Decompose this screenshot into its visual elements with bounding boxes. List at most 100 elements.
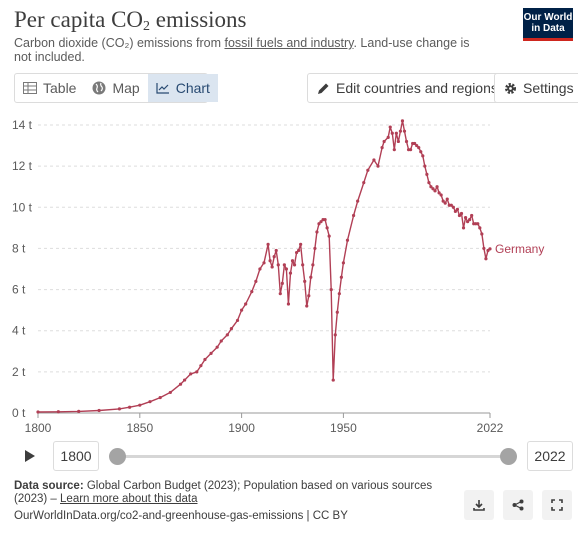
start-year-box[interactable]: 1800 xyxy=(53,441,99,471)
data-point xyxy=(356,199,360,203)
data-point xyxy=(335,310,339,314)
data-point xyxy=(266,242,270,246)
data-point xyxy=(254,279,258,283)
data-point xyxy=(445,197,449,201)
data-point xyxy=(392,148,396,152)
data-point xyxy=(77,409,81,413)
data-point xyxy=(398,129,403,133)
data-point xyxy=(478,226,482,230)
share-button[interactable] xyxy=(503,490,533,520)
data-point xyxy=(437,191,441,195)
data-point xyxy=(413,141,417,146)
data-point xyxy=(313,246,317,251)
data-point xyxy=(203,357,207,362)
data-point xyxy=(476,222,480,226)
data-point xyxy=(244,302,248,306)
logo-line-2: in Data xyxy=(531,23,565,34)
data-point xyxy=(417,146,421,150)
data-point xyxy=(341,261,346,265)
data-point xyxy=(327,234,331,238)
data-point xyxy=(423,164,427,168)
owid-logo[interactable]: Our World in Data xyxy=(523,8,573,41)
data-point xyxy=(319,220,323,224)
y-tick-label: 4 t xyxy=(12,324,26,338)
chart-subtitle: Carbon dioxide (CO₂) emissions from foss… xyxy=(14,36,470,64)
play-icon xyxy=(24,450,35,462)
data-point xyxy=(439,193,443,197)
data-point xyxy=(235,318,240,323)
y-tick-label: 6 t xyxy=(12,283,26,297)
data-point xyxy=(240,308,244,312)
data-point xyxy=(307,294,311,298)
settings-label: Settings xyxy=(523,80,574,96)
y-tick-label: 8 t xyxy=(12,241,26,255)
timeline-end-handle[interactable] xyxy=(500,448,517,465)
data-point xyxy=(402,129,407,133)
edit-countries-button[interactable]: Edit countries and regions xyxy=(307,73,508,103)
data-source: Data source: Global Carbon Budget (2023)… xyxy=(14,480,433,505)
data-point xyxy=(435,185,439,189)
learn-more-link[interactable]: Learn more about this data xyxy=(60,493,198,505)
data-point xyxy=(366,168,370,172)
tab-map[interactable]: Map xyxy=(84,74,147,102)
data-point xyxy=(303,279,307,283)
x-tick-label: 1850 xyxy=(126,421,153,435)
data-point xyxy=(325,226,329,230)
end-year-box[interactable]: 2022 xyxy=(527,441,573,471)
settings-button[interactable]: Settings xyxy=(494,73,578,103)
download-button[interactable] xyxy=(464,490,494,520)
pencil-icon xyxy=(318,83,329,94)
data-point xyxy=(215,345,219,349)
data-point xyxy=(311,263,315,267)
data-point xyxy=(189,372,193,376)
data-point xyxy=(488,247,492,251)
data-point xyxy=(317,222,321,226)
tab-map-label: Map xyxy=(112,80,140,96)
data-point xyxy=(331,378,335,382)
data-point xyxy=(455,207,460,211)
data-point xyxy=(294,250,299,255)
data-point xyxy=(380,146,384,150)
data-point xyxy=(443,201,447,205)
y-tick-label: 12 t xyxy=(12,159,33,173)
data-point xyxy=(301,263,305,267)
data-point xyxy=(431,187,435,191)
share-icon xyxy=(512,499,524,511)
tab-table[interactable]: Table xyxy=(15,74,84,102)
data-point xyxy=(429,185,433,189)
data-point xyxy=(97,408,101,413)
data-point xyxy=(457,213,462,218)
data-point xyxy=(425,172,429,176)
y-tick-label: 10 t xyxy=(12,200,33,214)
data-point xyxy=(299,242,303,246)
data-point xyxy=(262,261,266,265)
data-point xyxy=(56,410,60,414)
data-point xyxy=(182,378,187,382)
view-tabs: Table Map Chart xyxy=(14,73,218,103)
data-point xyxy=(158,395,162,400)
fullscreen-button[interactable] xyxy=(542,490,572,520)
data-point xyxy=(276,263,280,267)
data-point xyxy=(362,181,366,185)
line-chart: 0 t 2 t 4 t 6 t 8 t 10 t 12 t 14 t 1800 1850 1900 1… xyxy=(12,118,544,435)
data-point xyxy=(480,232,484,236)
data-point xyxy=(290,259,295,263)
data-point xyxy=(400,119,405,123)
data-point xyxy=(463,215,468,220)
data-point xyxy=(286,302,291,306)
play-button[interactable] xyxy=(14,441,44,471)
timeline-track[interactable] xyxy=(118,455,508,458)
data-point xyxy=(292,263,297,267)
data-point xyxy=(388,125,392,129)
data-point xyxy=(168,390,172,395)
fossil-fuels-link[interactable]: fossil fuels and industry xyxy=(224,36,354,50)
data-point xyxy=(337,292,341,296)
data-point xyxy=(419,150,423,154)
x-tick-label: 1950 xyxy=(330,421,357,435)
timeline-start-handle[interactable] xyxy=(109,448,126,465)
data-point xyxy=(270,265,274,269)
data-point xyxy=(461,226,466,230)
data-point xyxy=(453,209,457,213)
x-tick-label: 1900 xyxy=(228,421,255,435)
tab-chart[interactable]: Chart xyxy=(147,74,218,102)
